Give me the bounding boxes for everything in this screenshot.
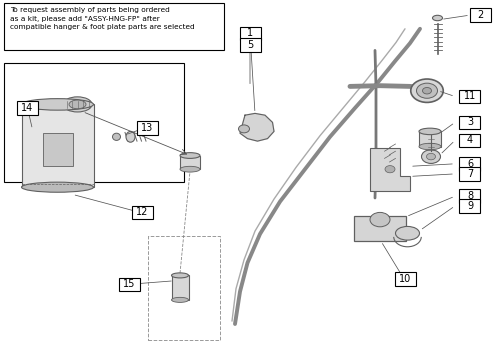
Ellipse shape [180, 166, 200, 172]
Text: 14: 14 [22, 103, 34, 113]
Bar [4, 63, 184, 182]
Ellipse shape [63, 97, 92, 112]
Ellipse shape [370, 212, 390, 227]
Text: 6: 6 [467, 159, 473, 169]
Bar [460, 90, 480, 103]
Bar [394, 272, 415, 286]
Polygon shape [370, 148, 410, 191]
Bar [460, 134, 480, 147]
Bar [4, 3, 224, 50]
Bar [137, 121, 158, 135]
Bar [148, 236, 220, 340]
Text: 15: 15 [123, 279, 135, 289]
Text: 10: 10 [399, 274, 411, 284]
Bar [354, 216, 406, 241]
Text: 1: 1 [247, 28, 253, 39]
Text: 12: 12 [136, 207, 148, 217]
Ellipse shape [172, 273, 188, 278]
Text: To request assembly of parts being ordered
as a kit, please add "ASSY-HNG-FP" af: To request assembly of parts being order… [10, 7, 194, 30]
Ellipse shape [172, 297, 188, 302]
Bar [460, 157, 480, 171]
Bar [17, 101, 38, 115]
Bar [460, 116, 480, 129]
Text: 9: 9 [467, 201, 473, 211]
Ellipse shape [419, 128, 441, 135]
Ellipse shape [422, 87, 432, 94]
Ellipse shape [69, 100, 86, 109]
Ellipse shape [426, 153, 436, 160]
Text: 13: 13 [142, 123, 154, 133]
Text: 7: 7 [467, 169, 473, 179]
Ellipse shape [411, 79, 444, 102]
Text: 4: 4 [467, 135, 473, 145]
Ellipse shape [22, 182, 94, 192]
Bar [240, 27, 260, 40]
Ellipse shape [422, 150, 440, 163]
Ellipse shape [396, 226, 419, 240]
Bar [460, 189, 480, 203]
Text: 8: 8 [467, 191, 473, 201]
Bar [42, 133, 72, 166]
Bar [132, 206, 153, 219]
Bar [460, 199, 480, 213]
Bar [118, 278, 140, 291]
Ellipse shape [126, 131, 135, 142]
Polygon shape [240, 113, 274, 141]
Ellipse shape [432, 15, 442, 21]
Bar [172, 275, 188, 300]
Ellipse shape [22, 99, 94, 110]
Bar [180, 156, 200, 169]
Ellipse shape [419, 143, 441, 150]
Bar [460, 167, 480, 181]
Ellipse shape [385, 166, 395, 173]
Bar [22, 104, 94, 187]
Ellipse shape [416, 83, 438, 98]
Bar [240, 38, 260, 52]
Text: 11: 11 [464, 91, 476, 102]
Ellipse shape [112, 133, 120, 140]
Text: 5: 5 [247, 40, 253, 50]
Text: 2: 2 [477, 10, 483, 20]
Text: 3: 3 [467, 117, 473, 127]
Bar [470, 8, 490, 22]
Bar [419, 131, 441, 147]
Ellipse shape [180, 153, 200, 158]
Ellipse shape [238, 125, 250, 133]
